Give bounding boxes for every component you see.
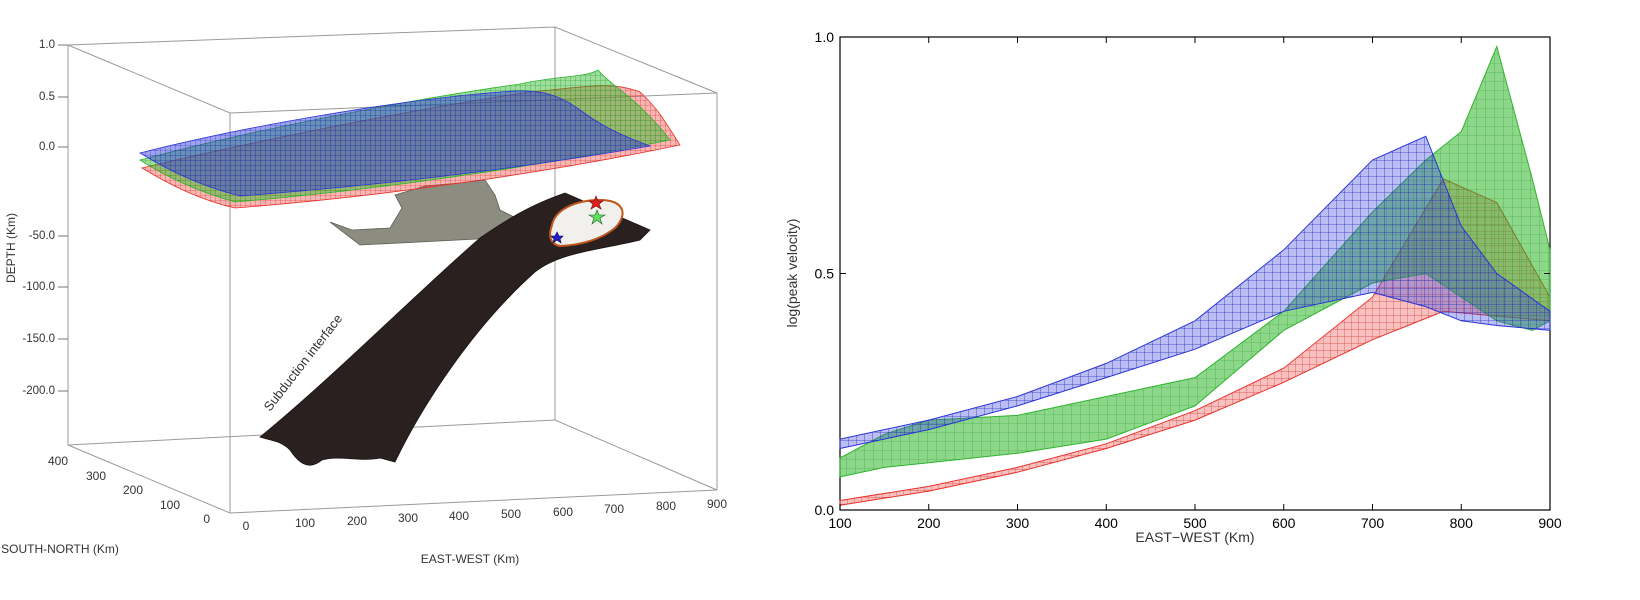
r-y-tick-label: 0.5 xyxy=(815,266,835,282)
green-star xyxy=(587,209,607,225)
r-x-tick-label: 700 xyxy=(1361,515,1385,531)
x-tick-label: 300 xyxy=(398,511,418,525)
y-tick-label: 0 xyxy=(203,512,210,526)
x-tick-label: 500 xyxy=(501,507,521,521)
y-tick-label: 300 xyxy=(86,469,106,483)
r-x-tick-label: 800 xyxy=(1450,515,1474,531)
r-x-tick-label: 200 xyxy=(917,515,941,531)
subduction-slab xyxy=(259,192,651,466)
x-tick-label: 700 xyxy=(604,502,624,516)
surface-mesh-blue xyxy=(138,90,652,197)
y-axis-label: SOUTH-NORTH (Km) xyxy=(1,542,119,556)
z-axis-label: DEPTH (Km) xyxy=(4,213,18,283)
band-layer xyxy=(839,44,1551,506)
y-tick-label: 200 xyxy=(123,483,143,497)
r-y-axis-label: log(peak velocity) xyxy=(784,219,800,328)
x-tick-label: 900 xyxy=(707,497,727,511)
x-tick-label: 600 xyxy=(553,505,573,519)
x-tick-label: 100 xyxy=(295,516,315,530)
x-axis-label: EAST-WEST (Km) xyxy=(421,552,519,566)
r-x-tick-label: 400 xyxy=(1095,515,1119,531)
r-x-tick-label: 500 xyxy=(1183,515,1207,531)
r-x-tick-label: 300 xyxy=(1006,515,1030,531)
x-tick-label: 200 xyxy=(347,514,367,528)
z-tick-label: -200.0 xyxy=(22,385,55,397)
band-blue xyxy=(839,135,1551,450)
right-2d-panel: 100 200 300 400 500 600 700 800 900 0.0 0.5 1.0 EAS… xyxy=(784,29,1562,545)
r-x-tick-label: 900 xyxy=(1538,515,1562,531)
r-x-tick-label: 100 xyxy=(828,515,852,531)
y-tick-labels: 400 300 200 100 0 xyxy=(48,454,210,526)
blue-star xyxy=(550,231,564,244)
z-tick-label: 0.0 xyxy=(39,141,55,153)
x-tick-label: 400 xyxy=(449,509,469,523)
z-tick-label: -50.0 xyxy=(29,230,55,242)
red-star xyxy=(588,195,604,210)
z-tick-label: -100.0 xyxy=(22,281,55,293)
left-3d-panel: Subduction interface 1.0 0.5 0.0 -50.0 -… xyxy=(1,26,728,566)
y-tick-label: 400 xyxy=(48,454,68,468)
y-tick-label: 100 xyxy=(160,498,180,512)
r-y-tick-label: 1.0 xyxy=(815,29,835,45)
z-tick-labels: 1.0 0.5 0.0 -50.0 -100.0 -150.0 -200.0 xyxy=(22,39,55,397)
z-tick-label: 1.0 xyxy=(39,39,55,51)
tick-layer: 100 200 300 400 500 600 700 800 900 0.0 0.5 1.0 xyxy=(815,29,1562,531)
x-tick-labels: 0 100 200 300 400 500 600 700 800 900 xyxy=(243,497,728,533)
r-x-axis-label: EAST−WEST (Km) xyxy=(1135,529,1254,545)
x-tick-label: 800 xyxy=(656,499,676,513)
r-y-tick-label: 0.0 xyxy=(815,502,835,518)
x-tick-label: 0 xyxy=(243,519,250,533)
z-tick-label: -150.0 xyxy=(22,333,55,345)
z-tick-label: 0.5 xyxy=(39,91,55,103)
r-x-tick-label: 600 xyxy=(1272,515,1296,531)
